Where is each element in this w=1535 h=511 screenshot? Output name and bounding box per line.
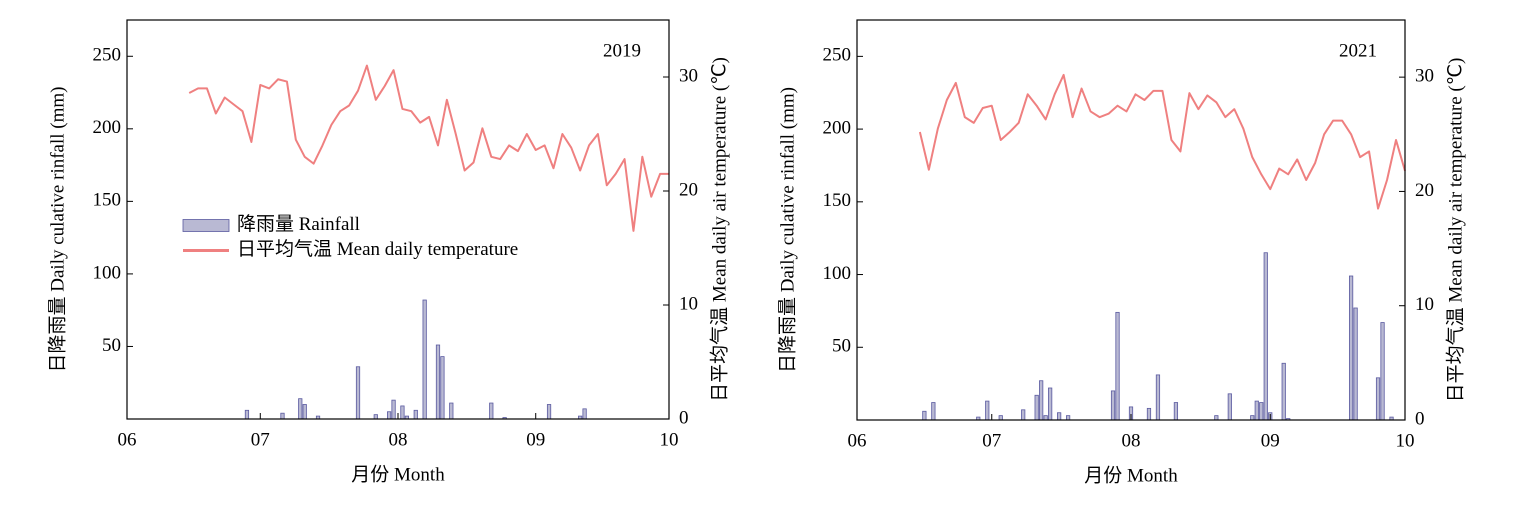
bar xyxy=(582,408,587,420)
x-tick-label: 06 xyxy=(848,430,867,451)
x-tick-label: 07 xyxy=(251,429,270,450)
bar xyxy=(355,366,361,420)
bar xyxy=(1034,394,1039,421)
x-tick-label: 07 xyxy=(982,430,1001,451)
bar xyxy=(1048,387,1053,421)
y2-axis-label: 日平均气温 Mean daily air temperature (℃) xyxy=(708,57,730,402)
y2-axis-label: 日平均气温 Mean daily air temperature (℃) xyxy=(1444,58,1466,403)
x-tick-label: 08 xyxy=(389,429,408,450)
bar xyxy=(373,414,378,420)
bar xyxy=(922,410,927,421)
bar xyxy=(302,404,307,420)
y-tick-label: 50 xyxy=(832,336,851,357)
legend-swatch xyxy=(182,219,230,232)
bar xyxy=(435,344,441,420)
bar xyxy=(1039,380,1044,421)
bar xyxy=(1173,402,1179,421)
bar xyxy=(1250,415,1255,421)
x-tick-label: 06 xyxy=(118,429,137,450)
bar xyxy=(546,404,552,420)
bar xyxy=(489,402,494,420)
temperature-line xyxy=(188,64,669,232)
bar xyxy=(400,405,405,420)
bar xyxy=(1380,322,1385,421)
y-axis-label: 日降雨量 Daily culative rinfall (mm) xyxy=(46,87,68,373)
year-annotation: 2019 xyxy=(603,40,641,61)
y2-tick-label: 20 xyxy=(1415,180,1434,201)
x-tick-label: 08 xyxy=(1122,430,1141,451)
bar xyxy=(1259,402,1264,421)
bar xyxy=(1155,374,1161,421)
x-tick-label: 10 xyxy=(660,429,679,450)
bar xyxy=(1227,393,1232,421)
bar xyxy=(244,409,250,420)
y-tick-label: 100 xyxy=(93,262,122,283)
y2-tick-label: 10 xyxy=(1415,294,1434,315)
y-tick-label: 50 xyxy=(102,335,121,356)
plot-frame xyxy=(856,19,1406,421)
y-tick-label: 250 xyxy=(823,45,852,66)
legend-label: 降雨量 Rainfall xyxy=(237,213,360,235)
x-tick-label: 10 xyxy=(1396,430,1415,451)
bar xyxy=(422,299,427,420)
y2-tick-label: 0 xyxy=(1415,408,1425,429)
y-tick-label: 100 xyxy=(823,263,852,284)
bar xyxy=(1110,390,1116,421)
y-tick-label: 200 xyxy=(93,117,122,138)
temperature-line xyxy=(918,73,1406,210)
y-tick-label: 150 xyxy=(93,190,122,211)
bar xyxy=(1254,400,1259,421)
x-tick-label: 09 xyxy=(526,429,545,450)
y-tick-label: 250 xyxy=(93,45,122,66)
y2-tick-label: 20 xyxy=(679,179,698,200)
bar xyxy=(449,402,454,420)
bar xyxy=(1214,415,1219,421)
bar xyxy=(1066,415,1071,421)
y2-tick-label: 30 xyxy=(679,65,698,86)
legend-label: 日平均气温 Mean daily temperature xyxy=(237,238,518,260)
bar xyxy=(998,415,1003,421)
bar xyxy=(1281,362,1286,421)
y-tick-label: 200 xyxy=(823,117,852,138)
bar xyxy=(1348,275,1354,421)
y-tick-label: 150 xyxy=(823,190,852,211)
y-axis-label: 日降雨量 Daily culative rinfall (mm) xyxy=(776,87,798,373)
bar xyxy=(440,356,445,420)
bar xyxy=(1043,415,1048,421)
bar xyxy=(413,409,418,420)
bar xyxy=(1057,412,1062,421)
bar xyxy=(387,411,392,420)
y2-tick-label: 30 xyxy=(1415,66,1434,87)
bar xyxy=(985,400,990,421)
bar xyxy=(280,412,285,420)
bar xyxy=(1375,377,1381,421)
bar xyxy=(298,398,303,420)
bar xyxy=(1021,409,1026,421)
x-axis-label: 月份 Month xyxy=(351,463,445,485)
bar xyxy=(1115,311,1120,421)
year-annotation: 2021 xyxy=(1339,40,1377,61)
bar xyxy=(1146,407,1152,421)
y2-tick-label: 10 xyxy=(679,293,698,314)
x-tick-label: 09 xyxy=(1261,430,1280,451)
bar xyxy=(1353,307,1358,421)
bar xyxy=(931,402,936,421)
bar xyxy=(1263,252,1268,421)
y2-tick-label: 0 xyxy=(679,407,689,428)
x-axis-label: 月份 Month xyxy=(1084,464,1178,486)
bar xyxy=(391,399,396,420)
